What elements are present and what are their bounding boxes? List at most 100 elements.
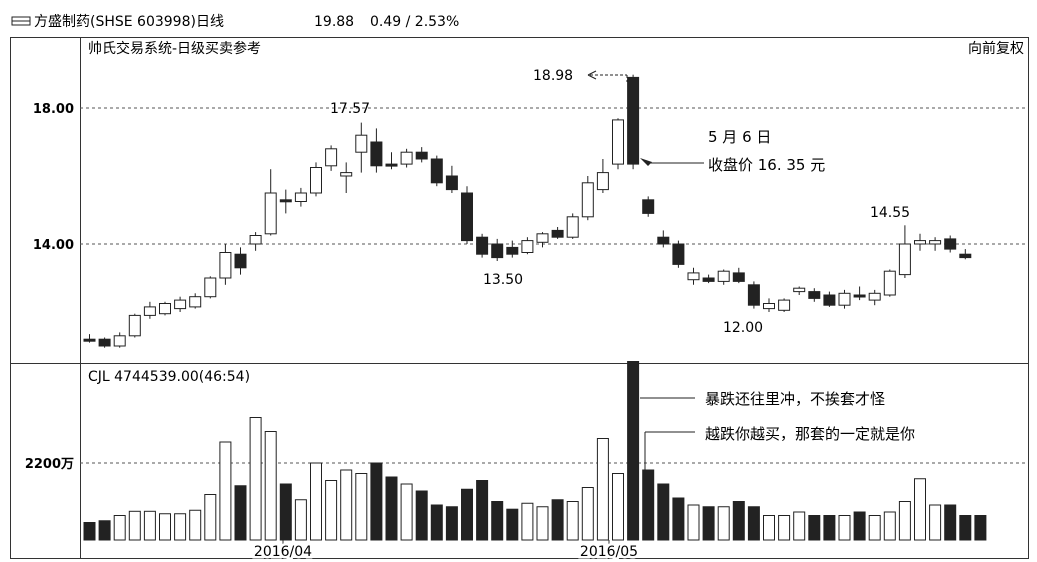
candle-body — [294, 192, 307, 202]
adjust-mode[interactable]: 向前复权 — [968, 40, 1024, 57]
volume-bar — [612, 473, 624, 541]
candle — [944, 235, 957, 253]
volume-bar — [808, 515, 821, 541]
candle — [551, 227, 564, 239]
candle — [491, 238, 504, 261]
y-tick-18: 18.00 — [33, 102, 74, 117]
candle — [83, 334, 96, 343]
volume-bar — [581, 487, 594, 541]
candle-body — [491, 243, 504, 259]
volume-series — [83, 361, 987, 541]
candle-body — [672, 243, 685, 265]
candle — [279, 189, 292, 214]
candle — [823, 291, 836, 307]
candle-body — [310, 167, 322, 194]
candle — [566, 213, 579, 239]
volume-bar — [445, 506, 458, 541]
candle-body — [702, 277, 715, 282]
candle-body — [521, 240, 534, 254]
candle-body — [687, 272, 700, 281]
volume-bar — [340, 469, 353, 541]
candle — [778, 298, 791, 312]
candle-body — [143, 306, 156, 316]
candle-body — [98, 338, 111, 347]
candle-body — [627, 76, 640, 165]
volume-bar — [189, 509, 202, 541]
volume-bar — [672, 497, 685, 541]
candle-body — [445, 175, 458, 191]
candle-body — [536, 233, 549, 243]
candle — [128, 313, 141, 338]
candle — [929, 237, 942, 251]
candle-body — [793, 287, 806, 293]
candle-body — [642, 199, 655, 214]
candle-body — [264, 192, 277, 235]
candle — [702, 274, 715, 284]
volume-bar — [310, 462, 322, 541]
label-high: 18.98 — [533, 68, 573, 84]
volume-bar — [174, 513, 187, 541]
volume-bar — [778, 515, 791, 541]
candle — [430, 155, 443, 187]
volume-bar — [883, 511, 896, 541]
candle-body — [778, 299, 791, 311]
volume-bar — [763, 515, 775, 541]
volume-bar — [596, 438, 609, 541]
volume-bar — [732, 501, 745, 541]
candle-body — [959, 253, 972, 259]
volume-bar — [204, 494, 217, 541]
candle — [219, 244, 232, 285]
y-tick-14: 14.00 — [33, 238, 74, 253]
candle-body — [461, 192, 473, 242]
candle-body — [189, 296, 202, 308]
candle — [612, 118, 624, 170]
volume-bar — [838, 515, 851, 541]
volume-bar — [279, 483, 292, 541]
label-trough-2: 12.00 — [723, 320, 763, 336]
candle — [143, 301, 156, 319]
volume-bar — [793, 511, 806, 541]
volume-bar — [506, 508, 519, 541]
candle — [747, 281, 760, 309]
candle-body — [476, 236, 489, 255]
volume-bar — [476, 480, 489, 541]
candle-series — [83, 74, 972, 348]
candle-body — [732, 272, 745, 282]
candle — [959, 249, 972, 260]
volume-bar — [551, 499, 564, 541]
volume-bar — [687, 504, 700, 541]
volume-bar — [491, 501, 504, 541]
candle — [98, 337, 111, 348]
volume-bar — [219, 441, 232, 541]
volume-bar — [430, 504, 443, 541]
volume-bar — [642, 469, 655, 541]
volume-bar — [914, 478, 926, 541]
x-tick-apr: 2016/04 — [254, 544, 312, 560]
candle — [657, 230, 670, 248]
candle-body — [657, 236, 670, 245]
candle — [113, 332, 126, 348]
volume-bar — [974, 515, 987, 541]
candle — [294, 187, 307, 207]
volume-bar — [98, 520, 111, 541]
volume-note-1: 暴跌还往里冲，不挨套才怪 — [705, 390, 885, 408]
candle — [596, 159, 609, 193]
volume-bar — [385, 476, 398, 541]
price-change: 0.49 / 2.53% — [370, 14, 459, 30]
candle-body — [340, 172, 353, 177]
candle — [672, 240, 685, 268]
candle — [385, 152, 398, 170]
candle — [687, 267, 700, 285]
label-date: 5 月 6 日 — [708, 128, 771, 146]
candle — [838, 289, 851, 309]
volume-bar — [143, 510, 156, 541]
volume-bar — [294, 499, 307, 541]
candle — [249, 232, 262, 251]
candle-body — [385, 163, 398, 167]
volume-bar — [868, 515, 881, 541]
candle-body — [204, 277, 217, 298]
volume-bar — [264, 431, 277, 541]
candle — [536, 232, 549, 248]
candle — [445, 165, 458, 193]
x-tick-halo: 2016/05 — [580, 544, 638, 560]
